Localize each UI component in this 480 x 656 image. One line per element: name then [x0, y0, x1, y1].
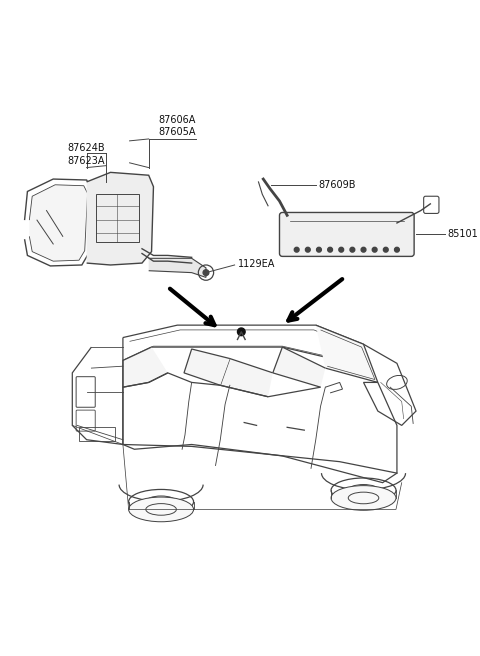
Circle shape — [328, 247, 333, 252]
Circle shape — [305, 247, 310, 252]
Polygon shape — [29, 185, 87, 261]
Polygon shape — [220, 359, 273, 397]
Text: 87623A: 87623A — [68, 156, 105, 166]
Circle shape — [203, 270, 209, 276]
Ellipse shape — [331, 485, 396, 510]
Circle shape — [361, 247, 366, 252]
Circle shape — [384, 247, 388, 252]
Text: 87605A: 87605A — [158, 127, 196, 137]
Polygon shape — [316, 325, 378, 382]
Polygon shape — [123, 347, 168, 387]
FancyBboxPatch shape — [279, 213, 414, 256]
Circle shape — [294, 247, 299, 252]
Ellipse shape — [129, 497, 193, 522]
Bar — [79, 427, 115, 441]
Bar — [96, 194, 139, 242]
Circle shape — [372, 247, 377, 252]
Circle shape — [317, 247, 321, 252]
Text: 1129EA: 1129EA — [238, 259, 275, 269]
Circle shape — [238, 328, 245, 336]
Text: 87624B: 87624B — [68, 144, 105, 154]
Circle shape — [339, 247, 344, 252]
Circle shape — [395, 247, 399, 252]
Polygon shape — [273, 347, 325, 387]
Circle shape — [350, 247, 355, 252]
Polygon shape — [184, 349, 230, 385]
Polygon shape — [86, 173, 154, 265]
Text: 87609B: 87609B — [319, 180, 356, 190]
Text: 85101: 85101 — [447, 230, 478, 239]
Text: 87606A: 87606A — [158, 115, 196, 125]
Polygon shape — [149, 258, 206, 277]
